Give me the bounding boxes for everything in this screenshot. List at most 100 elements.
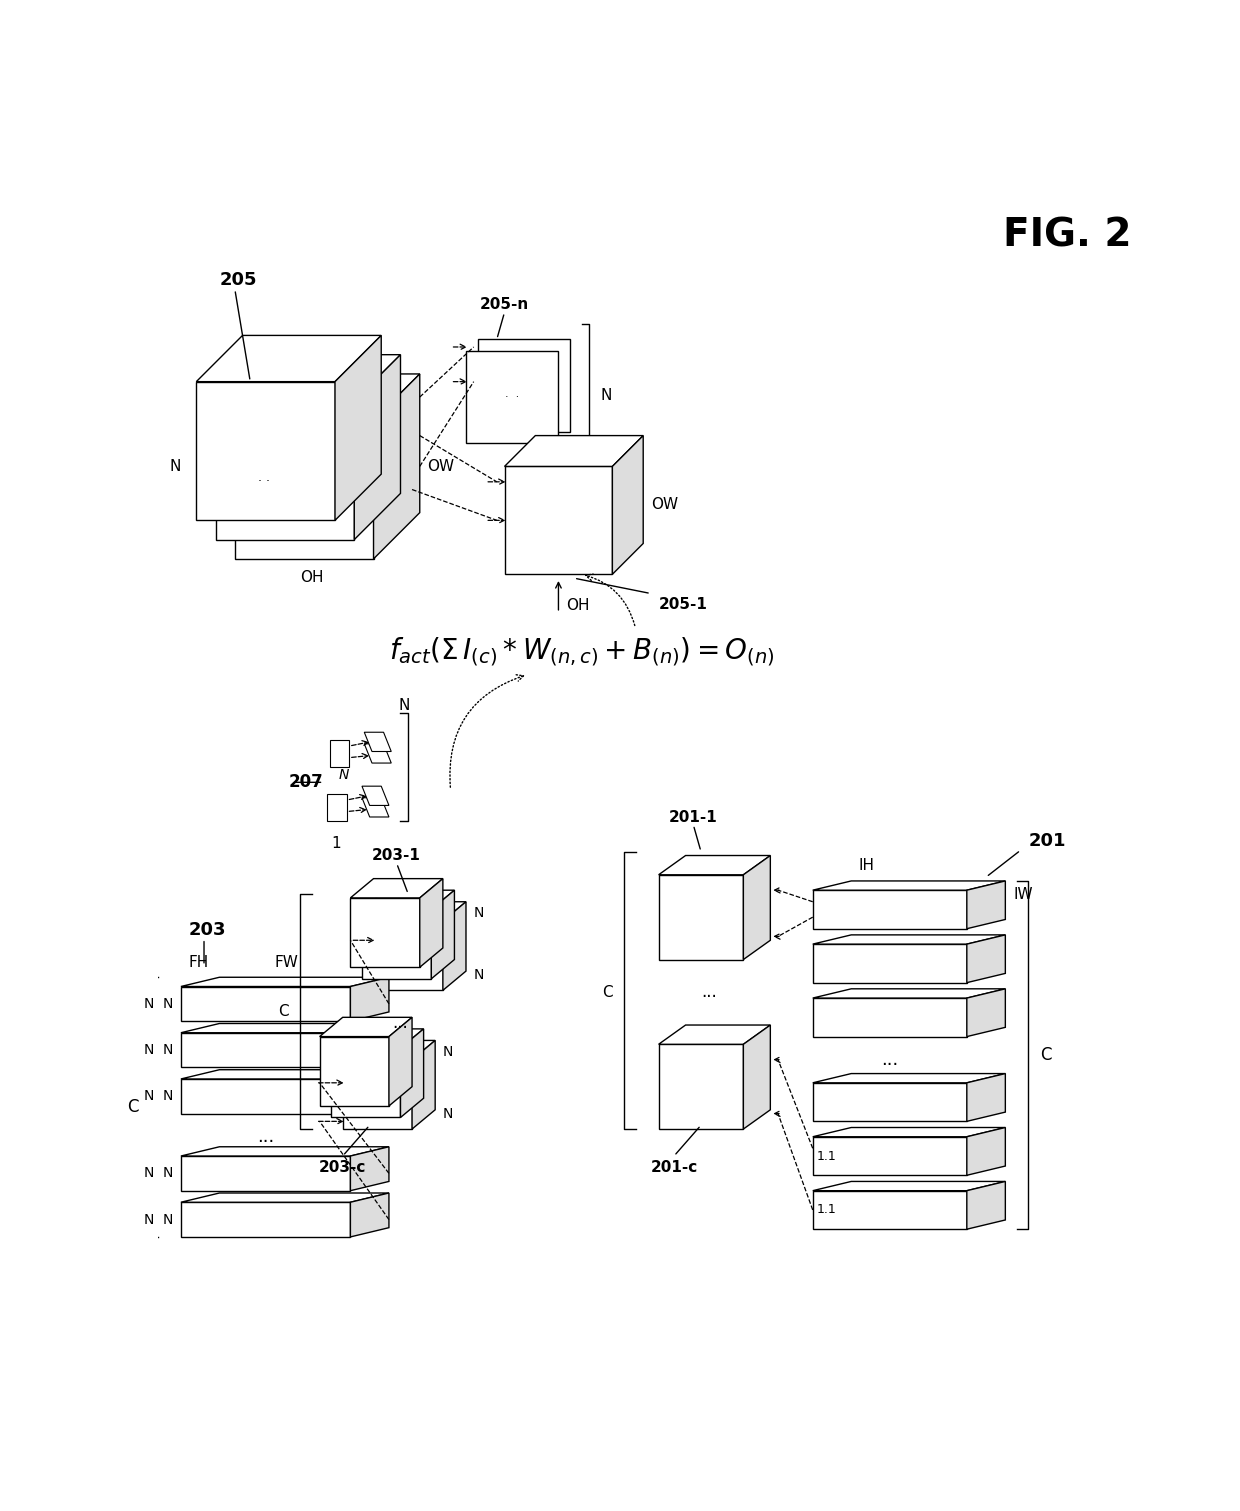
Text: ·  ·: · · (505, 391, 520, 402)
Text: FH: FH (188, 955, 208, 970)
Text: N: N (144, 1166, 154, 1180)
Text: 207: 207 (289, 774, 324, 792)
Polygon shape (342, 1059, 412, 1129)
Text: 1: 1 (332, 836, 341, 851)
Text: C: C (278, 1003, 289, 1018)
Polygon shape (362, 910, 432, 979)
Text: 205-1: 205-1 (658, 597, 708, 612)
Text: OH: OH (567, 597, 590, 612)
Text: 201-c: 201-c (651, 1160, 698, 1176)
Text: N: N (398, 698, 410, 713)
Text: N: N (443, 1046, 454, 1059)
Polygon shape (181, 1203, 351, 1238)
Polygon shape (351, 1147, 389, 1191)
Polygon shape (658, 1024, 770, 1044)
Text: C: C (126, 1098, 139, 1117)
Text: N: N (144, 1089, 154, 1103)
Text: C: C (601, 985, 613, 1000)
Polygon shape (234, 373, 420, 420)
Polygon shape (967, 1182, 1006, 1230)
Polygon shape (967, 988, 1006, 1037)
Polygon shape (432, 890, 454, 979)
Polygon shape (967, 1074, 1006, 1121)
Polygon shape (335, 335, 381, 520)
Polygon shape (351, 878, 443, 898)
Polygon shape (743, 855, 770, 959)
Polygon shape (812, 1074, 1006, 1083)
Polygon shape (362, 890, 454, 910)
Polygon shape (320, 1017, 412, 1037)
Text: N: N (601, 388, 613, 402)
Polygon shape (812, 1191, 967, 1230)
Polygon shape (181, 1032, 351, 1067)
Text: N: N (162, 1043, 174, 1058)
Polygon shape (658, 855, 770, 875)
Text: N: N (144, 1043, 154, 1058)
Polygon shape (362, 786, 389, 805)
FancyArrowPatch shape (585, 574, 635, 626)
Text: N: N (443, 1106, 454, 1121)
Text: ...: ... (393, 1014, 408, 1032)
Text: OW: OW (428, 459, 455, 474)
Polygon shape (812, 988, 1006, 999)
Polygon shape (412, 1041, 435, 1129)
Polygon shape (181, 978, 389, 987)
Polygon shape (181, 1194, 389, 1203)
Polygon shape (420, 878, 443, 967)
Text: N: N (144, 997, 154, 1011)
Polygon shape (351, 1194, 389, 1238)
Text: · ·: · · (258, 476, 270, 488)
Polygon shape (477, 340, 570, 432)
Polygon shape (331, 1049, 401, 1118)
Polygon shape (812, 1136, 967, 1176)
Text: N: N (162, 1213, 174, 1227)
Polygon shape (351, 1023, 389, 1067)
Polygon shape (373, 902, 466, 922)
Text: $f_{act}(\Sigma\,I_{(c)}*W_{(n,c)}+B_{(n)})=O_{(n)}$: $f_{act}(\Sigma\,I_{(c)}*W_{(n,c)}+B_{(n… (389, 635, 774, 668)
Text: ...: ... (257, 1127, 274, 1145)
Polygon shape (613, 435, 644, 574)
Text: C: C (1040, 1046, 1052, 1064)
Polygon shape (812, 1083, 967, 1121)
Polygon shape (812, 890, 967, 929)
Text: N: N (162, 997, 174, 1011)
Text: FW: FW (274, 955, 298, 970)
Polygon shape (181, 1070, 389, 1079)
Polygon shape (351, 898, 420, 967)
Polygon shape (812, 1127, 1006, 1136)
Text: N: N (339, 768, 350, 781)
Text: N: N (162, 1166, 174, 1180)
Text: ...: ... (882, 1050, 899, 1068)
Text: 201: 201 (1028, 833, 1066, 851)
Text: 205: 205 (219, 270, 257, 289)
Text: 201-1: 201-1 (668, 810, 718, 825)
Text: N: N (170, 459, 181, 474)
Polygon shape (362, 798, 389, 817)
Polygon shape (967, 1127, 1006, 1176)
Text: OW: OW (651, 497, 678, 512)
Polygon shape (401, 1029, 424, 1118)
Polygon shape (389, 1017, 412, 1106)
Polygon shape (812, 1182, 1006, 1191)
Polygon shape (373, 922, 443, 990)
Text: N: N (144, 1213, 154, 1227)
Text: 203-c: 203-c (319, 1160, 366, 1176)
Text: N: N (474, 907, 484, 920)
Polygon shape (967, 881, 1006, 929)
Polygon shape (743, 1024, 770, 1129)
Polygon shape (355, 355, 401, 539)
Polygon shape (330, 740, 348, 768)
Polygon shape (812, 944, 967, 982)
Text: 203-1: 203-1 (372, 848, 422, 863)
Polygon shape (812, 881, 1006, 890)
Polygon shape (365, 733, 392, 751)
Polygon shape (181, 1147, 389, 1156)
Polygon shape (373, 373, 420, 559)
Polygon shape (505, 467, 613, 574)
Polygon shape (351, 1070, 389, 1114)
Polygon shape (331, 1029, 424, 1049)
Text: 1.1: 1.1 (817, 1203, 836, 1216)
Polygon shape (327, 793, 346, 820)
FancyArrowPatch shape (450, 675, 523, 787)
Polygon shape (466, 351, 558, 443)
